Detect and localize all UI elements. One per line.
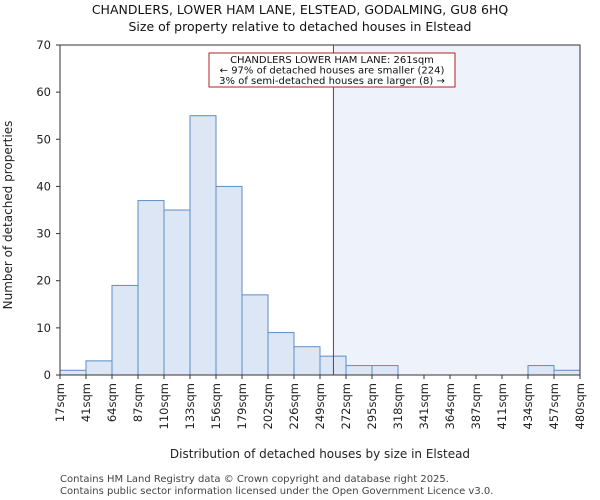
y-tick-label-60: 60: [36, 85, 51, 99]
x-tick-label-133sqm: 133sqm: [183, 383, 197, 429]
x-tick-label-364sqm: 364sqm: [443, 383, 457, 429]
bar-272sqm: [345, 365, 373, 376]
chart-title: CHANDLERS, LOWER HAM LANE, ELSTEAD, GODA…: [92, 2, 509, 17]
x-tick-label-457sqm: 457sqm: [547, 383, 561, 429]
x-tick-label-179sqm: 179sqm: [235, 383, 249, 429]
x-tick-label-87sqm: 87sqm: [131, 383, 145, 422]
bar-156sqm: [215, 185, 243, 376]
annotation-line-1: CHANDLERS LOWER HAM LANE: 261sqm: [230, 55, 434, 66]
x-tick-label-272sqm: 272sqm: [339, 383, 353, 429]
x-tick-label-480sqm: 480sqm: [573, 383, 587, 429]
bar-202sqm: [267, 332, 295, 376]
x-tick-label-226sqm: 226sqm: [287, 383, 301, 429]
footer-line-2: Contains public sector information licen…: [60, 486, 493, 497]
x-tick-label-249sqm: 249sqm: [313, 383, 327, 429]
x-axis-label: Distribution of detached houses by size …: [170, 447, 470, 461]
x-tick-label-318sqm: 318sqm: [391, 383, 405, 429]
bar-17sqm: [59, 369, 87, 376]
y-tick-label-40: 40: [36, 179, 51, 193]
x-tick-label-387sqm: 387sqm: [469, 383, 483, 429]
x-tick-label-202sqm: 202sqm: [261, 383, 275, 429]
y-tick-label-30: 30: [36, 227, 51, 241]
plot-area: 0 10 20 30 40 50 60 70 17sqm 41sqm 64sqm 87sqm 110sq…: [36, 38, 587, 429]
bar-179sqm: [241, 294, 269, 376]
x-tick-label-295sqm: 295sqm: [365, 383, 379, 429]
x-tick-label-156sqm: 156sqm: [209, 383, 223, 429]
x-tick-label-41sqm: 41sqm: [79, 383, 93, 422]
bar-41sqm: [85, 360, 113, 376]
y-axis-label: Number of detached properties: [1, 121, 15, 310]
annotation-box: [208, 52, 456, 88]
x-tick-label-64sqm: 64sqm: [105, 383, 119, 422]
y-tick-label-10: 10: [36, 321, 51, 335]
y-tick-label-20: 20: [36, 274, 51, 288]
footer-line-1: Contains HM Land Registry data © Crown c…: [60, 474, 449, 485]
x-tick-label-434sqm: 434sqm: [521, 383, 535, 429]
bar-457sqm: [553, 369, 581, 376]
bar-133sqm: [189, 115, 217, 376]
x-tick-label-110sqm: 110sqm: [157, 383, 171, 429]
chart-subtitle: Size of property relative to detached ho…: [129, 19, 472, 34]
bar-87sqm: [137, 200, 165, 376]
y-tick-label-0: 0: [44, 368, 51, 382]
y-tick-label-50: 50: [36, 132, 51, 146]
bar-226sqm: [293, 346, 321, 376]
bar-64sqm: [111, 284, 139, 376]
bar-110sqm: [163, 209, 191, 376]
annotation-line-2: ← 97% of detached houses are smaller (22…: [220, 66, 445, 77]
bar-295sqm: [371, 365, 399, 376]
y-tick-label-70: 70: [36, 38, 51, 52]
x-tick-label-411sqm: 411sqm: [495, 383, 509, 429]
annotation-line-3: 3% of semi-detached houses are larger (8…: [219, 76, 445, 87]
highlight-region: [333, 45, 580, 375]
bar-434sqm: [527, 365, 555, 376]
x-tick-label-341sqm: 341sqm: [417, 383, 431, 429]
x-tick-label-17sqm: 17sqm: [53, 383, 67, 422]
